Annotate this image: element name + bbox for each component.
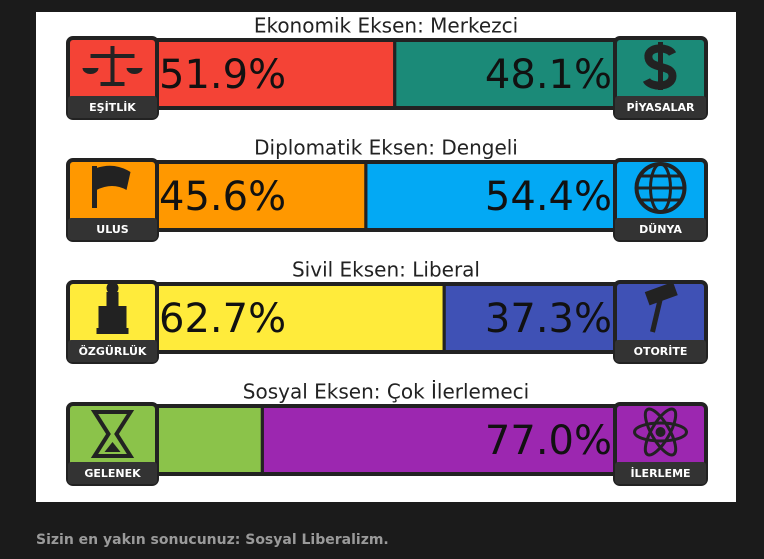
caption: Sizin en yakın sonucunuz: Sosyal Liberal… (36, 532, 389, 548)
icon-shape (100, 82, 125, 86)
icon-shape (643, 407, 678, 457)
icon-label: ÖZGÜRLÜK (79, 344, 147, 358)
icon-shape (655, 427, 666, 437)
value-label: 48.1% (485, 52, 612, 98)
icon-label-strip (68, 96, 157, 118)
icon-label: DÜNYA (639, 222, 682, 236)
icon-label: PİYASALAR (626, 100, 695, 114)
bar-right (444, 284, 615, 352)
bar-right (365, 162, 615, 230)
icon-label: ULUS (96, 223, 128, 236)
icon-label: EŞİTLİK (89, 100, 136, 114)
bar-left (157, 40, 395, 108)
bar-left (157, 284, 445, 352)
icon-label: OTORİTE (634, 344, 688, 358)
icon-shape (633, 421, 688, 443)
value-label: 62.7% (159, 296, 286, 342)
bar-left (157, 162, 366, 230)
icon-shape (98, 292, 127, 328)
icon-shape (96, 165, 131, 190)
icon-shape (650, 297, 663, 333)
bar-right (394, 40, 615, 108)
icon-label-strip (615, 96, 706, 118)
bar-right (262, 406, 615, 474)
value-label: 51.9% (159, 52, 286, 98)
value-label: 45.6% (159, 174, 286, 220)
icon-label-strip (68, 218, 157, 240)
icon-label-strip (68, 462, 157, 484)
icon-shape (104, 442, 121, 452)
icon-label-strip (615, 462, 706, 484)
icon-shape (82, 68, 143, 74)
icon-shape (90, 410, 135, 458)
icon-label-strip (68, 340, 157, 362)
axis-title: Ekonomik Eksen: Merkezci (254, 14, 518, 38)
bar-left (157, 406, 263, 474)
icon-shape (106, 282, 119, 294)
icon-label: GELENEK (84, 467, 141, 480)
icon-shape (96, 328, 129, 334)
icon-shape (643, 407, 678, 457)
axis-title: Diplomatik Eksen: Dengeli (254, 136, 518, 160)
icon-label-strip (615, 340, 706, 362)
icon-label-strip (615, 218, 706, 240)
axis-title: Sosyal Eksen: Çok İlerlemeci (243, 380, 529, 404)
icon-label: İLERLEME (630, 466, 690, 480)
value-label: 54.4% (485, 174, 612, 220)
value-label: 37.3% (485, 296, 612, 342)
value-label: 77.0% (485, 418, 612, 464)
icon-shape (644, 281, 678, 306)
axis-title: Sivil Eksen: Liberal (292, 258, 480, 282)
